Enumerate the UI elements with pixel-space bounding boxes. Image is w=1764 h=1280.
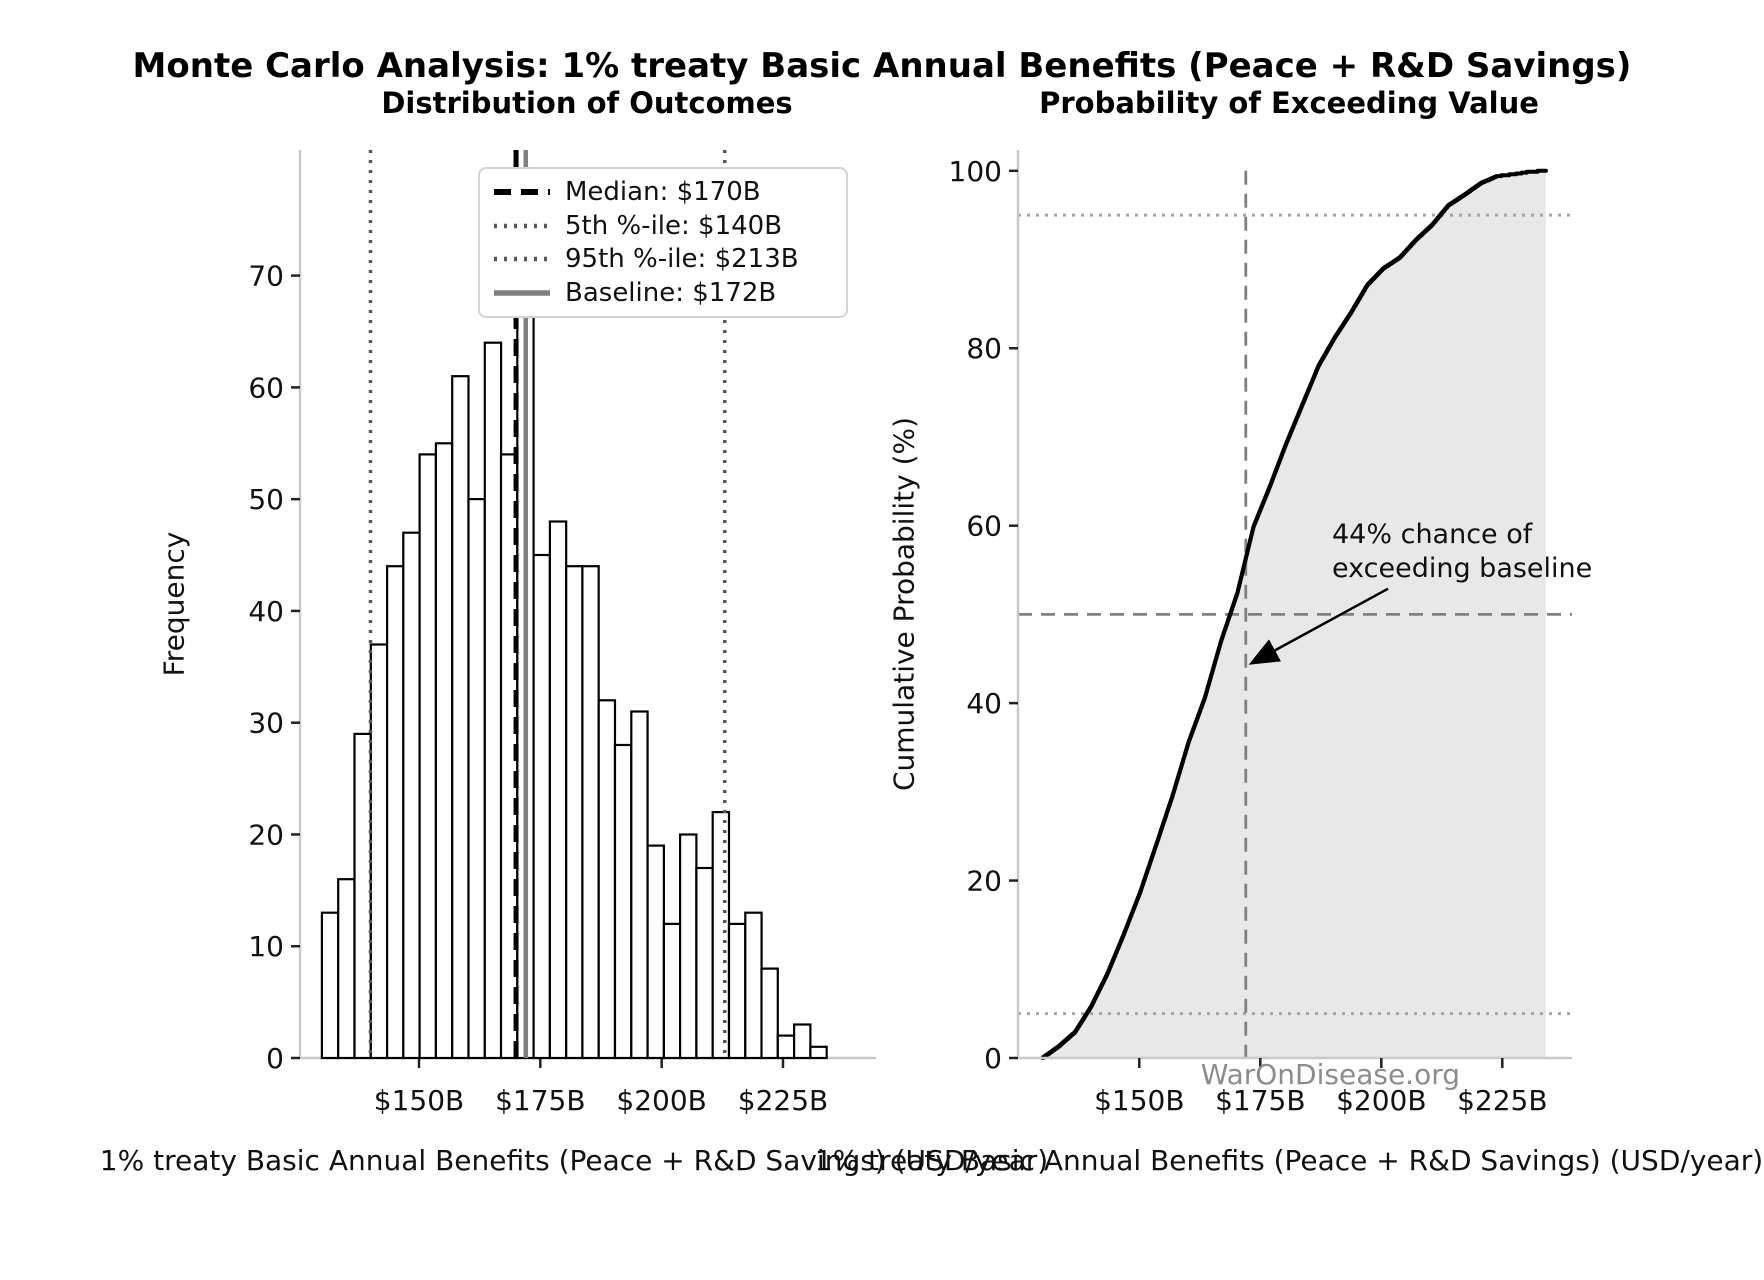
legend-item: 95th %-ile: $213B	[494, 244, 838, 274]
y-tick-label: 100	[949, 155, 1002, 188]
legend-dash-black-line-sample	[494, 188, 550, 195]
histogram-title: Distribution of Outcomes	[381, 86, 793, 120]
legend-item-label: Baseline: $172B	[565, 278, 777, 309]
y-tick-label: 30	[248, 707, 284, 740]
watermark: WarOnDisease.org	[1200, 1058, 1460, 1091]
cdf-title: Probability of Exceeding Value	[1039, 86, 1539, 120]
y-tick-label: 60	[248, 371, 284, 404]
legend-item-label: Median: $170B	[565, 176, 761, 207]
y-tick-label: 50	[248, 483, 284, 516]
histogram-bar	[630, 710, 649, 1060]
histogram-bar	[418, 453, 437, 1060]
histogram-bar	[727, 922, 747, 1060]
legend-item: Baseline: $172B	[494, 278, 838, 308]
histogram-bar	[760, 967, 779, 1060]
legend-item-label: 5th %-ile: $140B	[565, 210, 783, 241]
cdf-curve	[1040, 168, 1548, 1060]
annotation-arrow	[1248, 587, 1389, 665]
y-tick-label: 20	[966, 865, 1002, 898]
histogram-xlabel: 1% treaty Basic Annual Benefits (Peace +…	[99, 1144, 1049, 1177]
histogram-bar	[678, 833, 698, 1060]
histogram-ylabel: Frequency	[157, 531, 191, 677]
x-tick-label: $150B	[374, 1084, 464, 1117]
histogram-bar	[467, 498, 486, 1060]
legend-dot-gray-line-sample	[494, 257, 550, 262]
histogram-bar	[434, 442, 454, 1060]
histogram-bar	[565, 565, 584, 1060]
y-tick-label: 80	[966, 332, 1002, 365]
legend-item-label: 95th %-ile: $213B	[565, 244, 799, 275]
histogram-bar	[320, 911, 340, 1060]
legend-dot-gray-line-sample	[494, 223, 550, 228]
x-tick-label: $150B	[1094, 1084, 1184, 1117]
histogram-bars	[320, 218, 828, 1060]
y-tick-label: 10	[248, 930, 284, 963]
x-tick-label: $200B	[1336, 1084, 1426, 1117]
histogram-bar	[353, 732, 372, 1060]
x-tick-label: $200B	[616, 1084, 706, 1117]
legend-solid-gray-line-sample	[494, 290, 550, 296]
cdf-xlabel: 1% treaty Basic Annual Benefits (Peace +…	[814, 1144, 1764, 1177]
cdf-panel: 0 20 40 60 80 100 $150B $175B $200B $225B	[949, 150, 1572, 1117]
axis-ticks: 0 20 40 60 80 100 $150B $175B $200B $225B	[949, 155, 1548, 1117]
y-tick-label: 40	[248, 595, 284, 628]
y-tick-label: 40	[966, 687, 1002, 720]
y-tick-label: 20	[248, 818, 284, 851]
histogram-panel: 0 10 20 30 40 50 60 70 $150B $175B $200B $225B	[248, 150, 876, 1117]
legend: Median: $170B 5th %-ile: $140B 95th %-ile:…	[478, 167, 848, 318]
histogram-bar	[386, 565, 405, 1060]
histogram-bar	[532, 553, 551, 1060]
histogram-bar	[369, 643, 389, 1060]
histogram-bar	[337, 878, 356, 1060]
annotation-text: 44% chance of exceeding baseline	[1332, 518, 1592, 586]
y-tick-label: 0	[266, 1042, 284, 1075]
histogram-bar	[711, 810, 731, 1060]
y-tick-label: 0	[984, 1042, 1002, 1075]
histogram-bar	[402, 531, 421, 1060]
histogram-bar	[662, 922, 682, 1060]
histogram-bar	[744, 911, 763, 1060]
cdf-ylabel: Cumulative Probability (%)	[887, 416, 921, 792]
histogram-bar	[581, 565, 600, 1060]
annotation-line-1: 44% chance of	[1332, 519, 1533, 550]
histogram-bar	[776, 1034, 796, 1060]
histogram-bar	[695, 866, 714, 1060]
x-tick-label: $225B	[1457, 1084, 1547, 1117]
histogram-bar	[451, 375, 470, 1060]
x-tick-label: $175B	[495, 1084, 585, 1117]
histogram-bar	[809, 1045, 828, 1060]
histogram-bar	[548, 520, 568, 1060]
histogram-bar	[597, 699, 617, 1060]
y-tick-label: 70	[248, 260, 284, 293]
figure-title: Monte Carlo Analysis: 1% treaty Basic An…	[132, 46, 1632, 86]
histogram-bar	[646, 844, 665, 1060]
x-tick-label: $225B	[738, 1084, 828, 1117]
legend-item: Median: $170B	[494, 177, 838, 207]
axis-ticks: 0 10 20 30 40 50 60 70 $150B $175B $200B $225B	[248, 260, 828, 1117]
annotation-line-2: exceeding baseline	[1332, 553, 1593, 584]
x-tick-label: $175B	[1215, 1084, 1305, 1117]
histogram-bar	[792, 1023, 812, 1060]
histogram-bar	[483, 341, 503, 1060]
histogram-bar	[613, 743, 633, 1060]
legend-item: 5th %-ile: $140B	[494, 211, 838, 241]
y-tick-label: 60	[966, 510, 1002, 543]
cdf-ref-lines	[1018, 170, 1572, 1058]
